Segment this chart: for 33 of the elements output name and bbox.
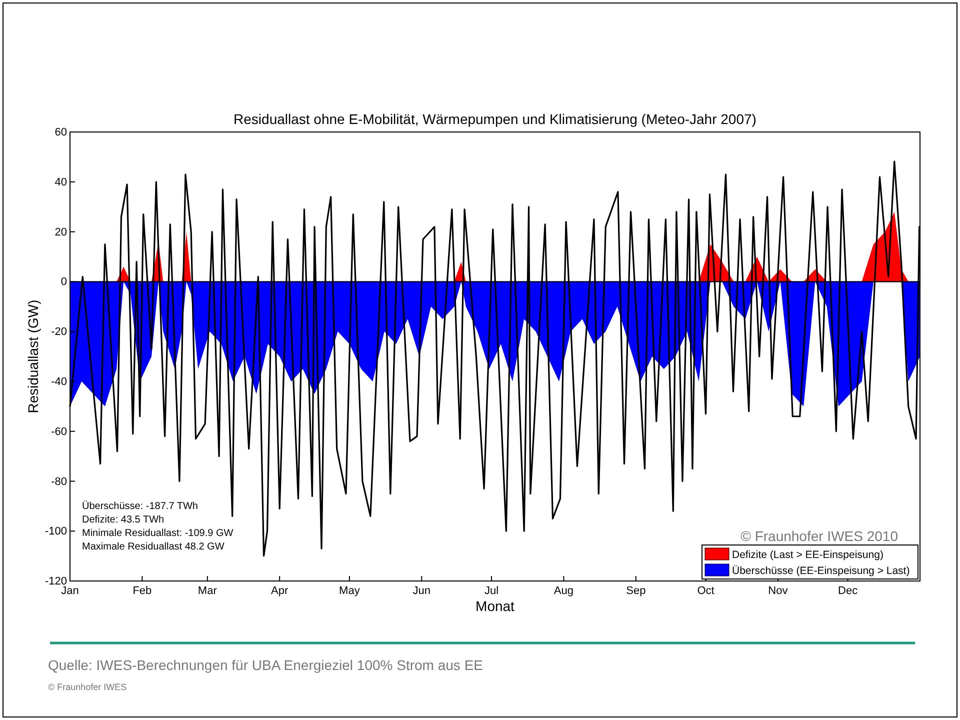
text: © Fraunhofer IWES [48,682,127,692]
y-tick-label: -60 [51,426,67,438]
x-tick-label: Jul [484,584,499,597]
x-tick-label: Dec [838,584,858,597]
y-axis-title: Residuallast (GW) [25,300,41,414]
annotation: Defizite: 43.5 TWh [82,514,164,526]
chart-title: Residuallast ohne E-Mobilität, Wärmepumpen und Klimatisierung (Meteo-Jahr 2007) [234,111,756,127]
x-tick-label: Oct [697,584,714,597]
x-tick-label: May [339,584,360,597]
y-tick-label: 20 [54,226,67,238]
x-tick-label: Mar [198,584,218,597]
annotation: Minimale Residuallast: -109.9 GW [82,528,234,539]
y-tick-label: -20 [51,326,67,338]
y-tick-label: -40 [51,376,67,388]
annotation: Überschüsse: -187.7 TWh [82,500,198,512]
legend-label: Überschüsse (EE-Einspeisung > Last) [732,565,910,577]
y-tick-label: 0 [60,276,67,288]
legend-label: Defizite (Last > EE-Einspeisung) [732,549,884,561]
source-note: Quelle: IWES-Berechnungen für UBA Energieziel 100% Strom aus EE [48,657,483,673]
x-tick-label: Aug [554,584,574,597]
x-tick-label: Sep [626,584,646,597]
annotation: Maximale Residuallast 48.2 GW [82,542,225,552]
y-tick-label: 40 [54,176,67,188]
x-tick-label: Jan [61,584,79,597]
x-axis-title: Monat [476,598,515,614]
y-tick-label: -100 [44,526,67,538]
x-tick-label: Apr [271,584,288,597]
x-tick-label: Feb [132,584,152,597]
y-tick-label: 60 [54,126,67,139]
annotation: © Fraunhofer IWES 2010 [740,528,898,544]
y-tick-label: -80 [51,476,67,488]
x-tick-label: Nov [768,584,788,597]
x-tick-label: Jun [412,584,431,597]
